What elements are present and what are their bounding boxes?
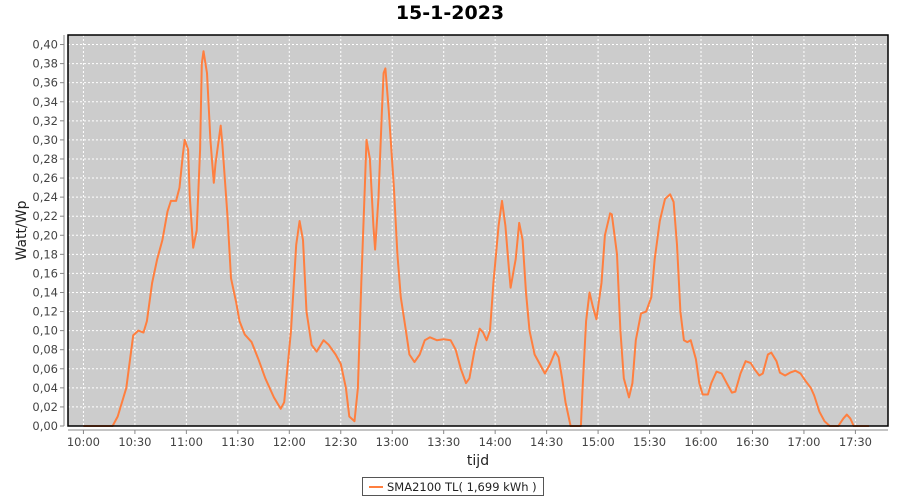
legend: SMA2100 TL( 1,699 kWh ) [362,477,544,496]
x-tick-label: 14:30 [530,435,563,449]
y-tick-label: 0,40 [32,38,58,52]
legend-label: SMA2100 TL( 1,699 kWh ) [387,479,537,494]
y-tick-label: 0,36 [32,76,58,90]
x-tick-label: 14:00 [479,435,512,449]
y-tick-label: 0,00 [32,419,58,433]
y-axis-label: Watt/Wp [14,200,30,260]
x-tick-label: 17:30 [839,435,872,449]
y-tick-label: 0,10 [32,324,58,338]
x-tick-label: 12:30 [324,435,357,449]
y-tick-label: 0,22 [32,209,58,223]
y-tick-label: 0,18 [32,247,58,261]
y-tick-label: 0,20 [32,228,58,242]
legend-swatch [369,485,383,488]
y-tick-label: 0,06 [32,362,58,376]
y-tick-label: 0,02 [32,400,58,414]
x-tick-label: 16:00 [684,435,717,449]
y-tick-label: 0,32 [32,114,58,128]
x-tick-label: 16:30 [736,435,769,449]
x-tick-label: 10:30 [118,435,151,449]
y-tick-label: 0,28 [32,152,58,166]
x-tick-label: 12:00 [273,435,306,449]
x-tick-label: 17:00 [787,435,820,449]
x-axis-label: tijd [467,453,489,469]
y-tick-label: 0,04 [32,381,58,395]
y-tick-label: 0,12 [32,305,58,319]
y-tick-label: 0,38 [32,57,58,71]
x-tick-label: 15:30 [633,435,666,449]
plot-area [68,35,888,426]
x-tick-label: 13:30 [427,435,460,449]
x-tick-label: 11:00 [170,435,203,449]
y-tick-label: 0,14 [32,285,58,299]
x-tick-label: 11:30 [221,435,254,449]
y-tick-label: 0,34 [32,95,58,109]
x-tick-label: 13:00 [376,435,409,449]
x-tick-label: 10:00 [67,435,100,449]
y-tick-label: 0,16 [32,266,58,280]
y-tick-label: 0,24 [32,190,58,204]
plot-border [67,34,889,427]
y-tick-label: 0,08 [32,343,58,357]
chart-title: 15-1-2023 [395,2,505,24]
y-tick-label: 0,30 [32,133,58,147]
x-tick-label: 15:00 [582,435,615,449]
y-tick-label: 0,26 [32,171,58,185]
